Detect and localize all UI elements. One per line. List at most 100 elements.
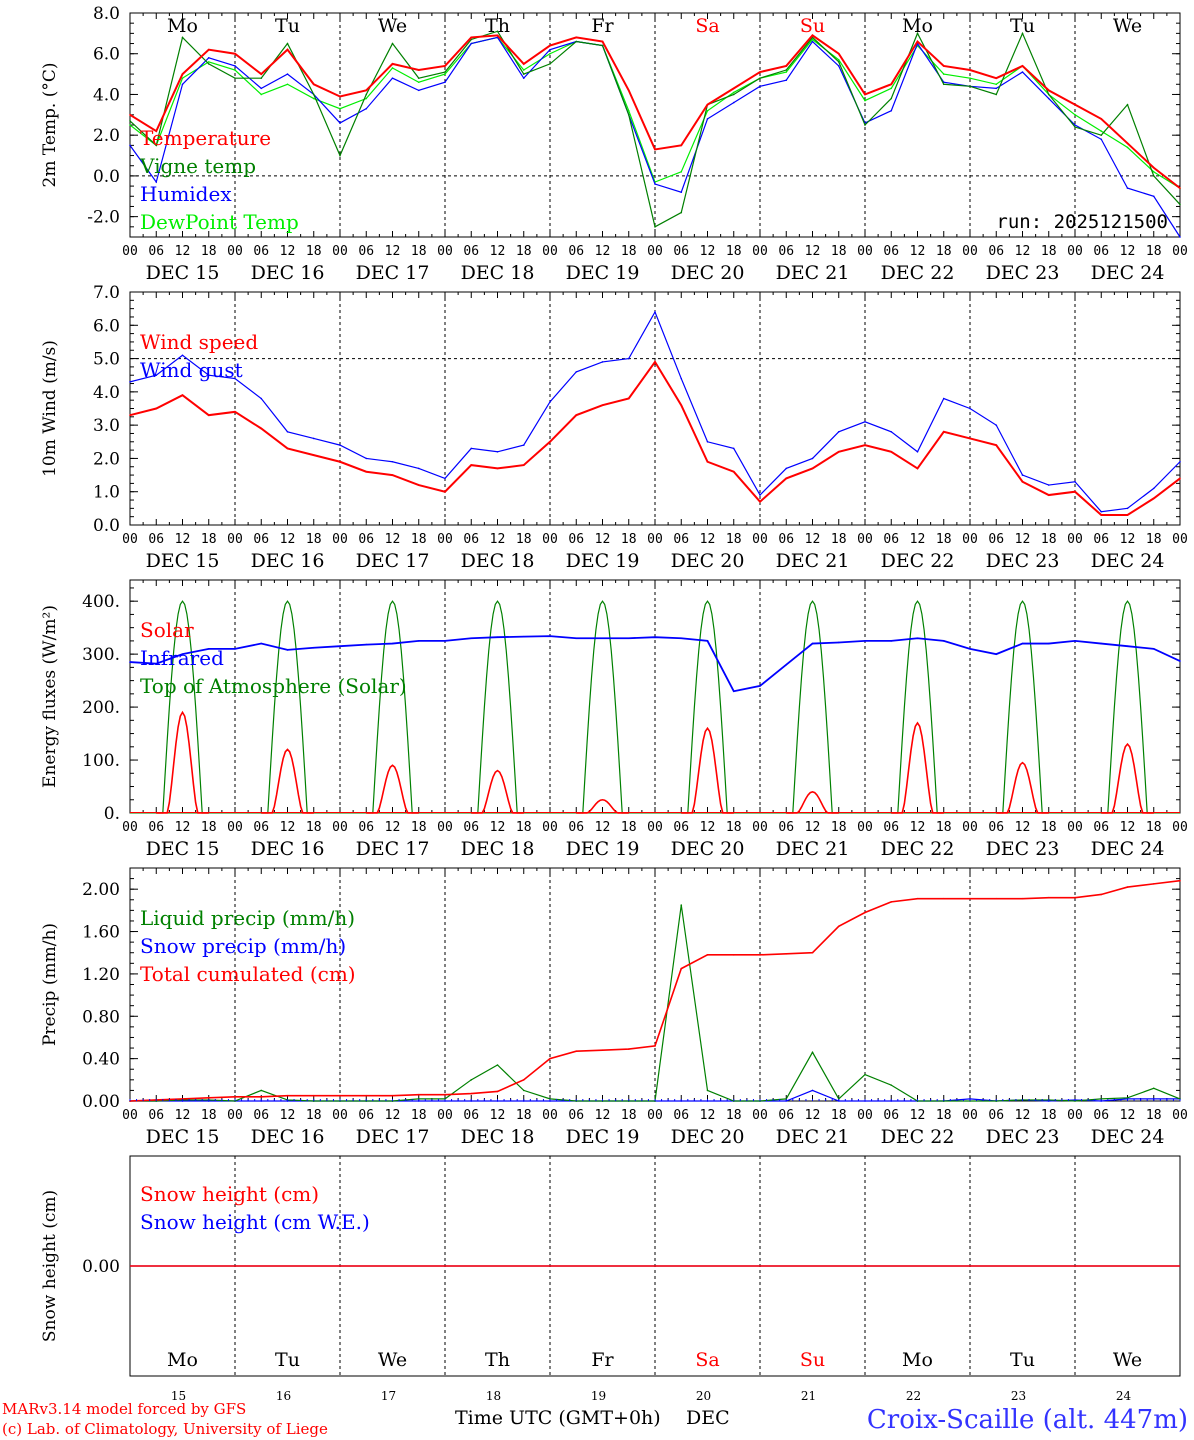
data-point: [365, 93, 368, 96]
y-tick-label: 6.0: [93, 316, 120, 336]
data-point: [1100, 893, 1103, 896]
data-point: [864, 124, 866, 126]
toa-solar-day-curve: [261, 600, 314, 814]
data-point: [444, 1093, 446, 1096]
x-hour-label: 00: [857, 1108, 873, 1123]
day-name-label: We: [378, 15, 407, 37]
data-point: [496, 30, 499, 33]
x-hour-label: 06: [253, 532, 269, 547]
x-hour-label: 00: [752, 244, 768, 259]
x-hour-label: 00: [332, 820, 348, 835]
x-hour-label: 00: [542, 244, 558, 259]
day-name-label: Sa: [695, 1349, 719, 1371]
data-point: [312, 83, 315, 86]
x-hour-label: 06: [568, 532, 584, 547]
data-point: [785, 467, 788, 470]
data-point: [1179, 236, 1181, 238]
data-point: [339, 95, 341, 98]
x-hour-label: 12: [595, 820, 611, 835]
data-point: [391, 77, 394, 79]
x-date-label: DEC 22: [881, 838, 955, 860]
y-axis-label: 2m Temp. (°C): [40, 62, 60, 187]
data-point: [837, 65, 840, 67]
data-point: [234, 52, 236, 55]
data-point: [1021, 480, 1024, 483]
x-hour-label: 12: [595, 1108, 611, 1123]
data-point: [811, 34, 814, 37]
legend-entry: Vigne temp: [139, 154, 256, 178]
x-date-label: DEC 21: [776, 550, 850, 572]
x-date-label: DEC 17: [356, 838, 430, 860]
data-point: [1021, 65, 1024, 67]
x-hour-label: 00: [332, 532, 348, 547]
data-point: [732, 91, 735, 94]
data-point: [496, 467, 499, 470]
day-number-label: 23: [1011, 1389, 1026, 1403]
data-point: [444, 490, 446, 493]
data-point: [601, 637, 604, 640]
legend-entry: Solar: [140, 618, 194, 642]
day-name-label: Fr: [591, 15, 614, 37]
data-point: [1047, 494, 1050, 496]
x-hour-label: 06: [1093, 532, 1109, 547]
x-hour-label: 06: [1093, 1108, 1109, 1123]
x-hour-label: 00: [647, 1108, 663, 1123]
day-name-label: Mo: [167, 1349, 198, 1371]
data-point: [207, 57, 210, 59]
x-hour-label: 18: [831, 532, 847, 547]
x-hour-label: 06: [358, 1108, 374, 1123]
x-hour-label: 12: [700, 244, 716, 259]
legend-entry: Snow precip (mm/h): [140, 934, 346, 958]
data-point: [811, 951, 814, 954]
data-point: [706, 954, 709, 956]
x-hour-label: 18: [516, 532, 532, 547]
data-point: [129, 661, 131, 663]
data-point: [155, 407, 158, 410]
data-point: [417, 1093, 420, 1096]
x-hour-label: 18: [726, 1108, 742, 1123]
data-point: [234, 69, 236, 71]
x-hour-label: 12: [910, 1108, 926, 1123]
x-hour-label: 06: [883, 1108, 899, 1123]
x-hour-label: 12: [280, 532, 296, 547]
data-point: [916, 897, 919, 900]
x-hour-label: 06: [253, 820, 269, 835]
data-point: [1179, 187, 1181, 189]
x-hour-label: 12: [175, 244, 191, 259]
data-point: [969, 69, 971, 71]
legend-entry: DewPoint Temp: [140, 210, 299, 234]
data-point: [286, 73, 289, 75]
data-point: [207, 1097, 210, 1099]
data-point: [942, 640, 945, 642]
x-hour-label: 18: [1146, 820, 1162, 835]
data-point: [1126, 886, 1129, 888]
data-point: [339, 460, 341, 463]
data-point: [732, 954, 735, 956]
data-point: [391, 67, 394, 69]
data-point: [995, 897, 998, 900]
x-hour-label: 00: [227, 532, 243, 547]
day-number-label: 20: [696, 1389, 711, 1403]
data-point: [339, 444, 341, 446]
data-point: [942, 73, 945, 75]
toa-solar-day-curve: [576, 600, 629, 814]
data-point: [1152, 1087, 1155, 1090]
x-hour-label: 12: [175, 820, 191, 835]
data-point: [864, 93, 866, 96]
month-label: DEC: [686, 1407, 730, 1429]
x-hour-label: 06: [1093, 820, 1109, 835]
data-point: [942, 65, 945, 67]
data-point: [995, 424, 998, 426]
data-point: [234, 1095, 236, 1098]
data-point: [1152, 166, 1155, 169]
x-hour-label: 00: [437, 244, 453, 259]
x-hour-label: 18: [411, 532, 427, 547]
data-point: [1126, 645, 1129, 647]
data-point: [522, 73, 525, 75]
x-hour-label: 06: [673, 532, 689, 547]
x-hour-label: 06: [778, 1108, 794, 1123]
data-point: [1152, 175, 1155, 177]
data-point: [654, 361, 656, 363]
x-hour-label: 06: [358, 532, 374, 547]
data-point: [1100, 514, 1103, 516]
